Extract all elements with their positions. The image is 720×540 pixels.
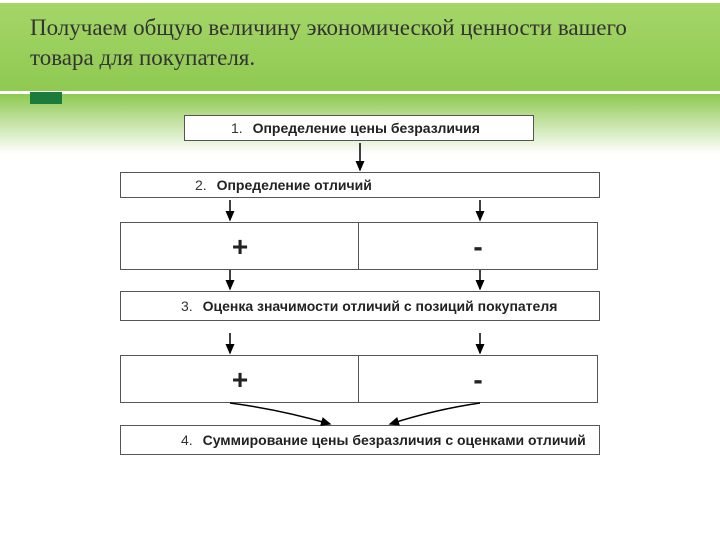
step-box-1: 1. Определение цены безразличия [184, 115, 534, 141]
step-number: 1. [231, 120, 243, 136]
step-number: 3. [181, 298, 193, 314]
step-number: 4. [181, 432, 193, 448]
accent-bar [30, 92, 62, 104]
minus-box-1: - [358, 222, 598, 270]
step-box-4: 4. Суммирование цены безразличия с оценк… [120, 425, 600, 455]
plus-box-2: + [120, 355, 360, 403]
step-box-3: 3. Оценка значимости отличий с позиций п… [120, 291, 600, 321]
step-number: 2. [195, 177, 207, 193]
minus-box-2: - [358, 355, 598, 403]
step-box-2: 2. Определение отличий [120, 172, 600, 198]
step-text: Суммирование цены безразличия с оценками… [203, 432, 586, 448]
plus-box-1: + [120, 222, 360, 270]
step-text: Оценка значимости отличий с позиций поку… [203, 298, 558, 314]
step-text: Определение цены безразличия [253, 120, 480, 136]
step-text: Определение отличий [217, 177, 372, 193]
slide-header: Получаем общую величину экономической це… [0, 0, 720, 94]
slide-title: Получаем общую величину экономической це… [30, 13, 690, 73]
